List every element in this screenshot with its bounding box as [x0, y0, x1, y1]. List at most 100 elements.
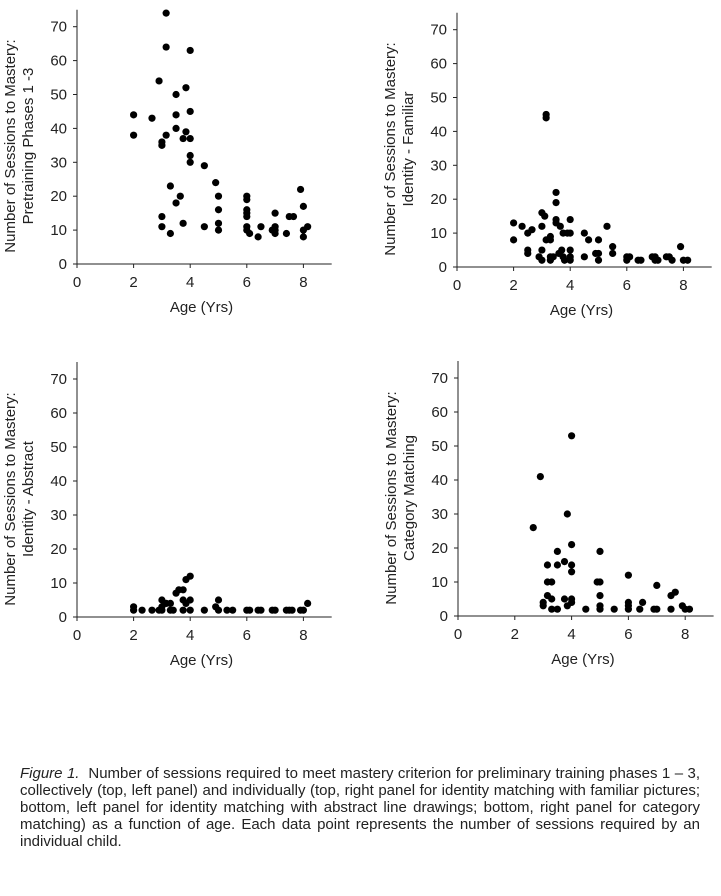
y-axis-title: Identity - Familiar [400, 91, 417, 206]
data-point [637, 256, 645, 264]
data-point [299, 606, 307, 614]
data-point [594, 256, 603, 264]
data-point [169, 606, 177, 614]
data-point [552, 198, 560, 207]
y-tick-label: 60 [50, 53, 67, 70]
data-point [162, 131, 170, 139]
data-point [214, 596, 223, 604]
data-point [610, 605, 618, 613]
data-point [299, 202, 307, 210]
data-point [538, 246, 546, 254]
x-tick-label: 6 [243, 627, 251, 644]
data-point [172, 124, 180, 132]
data-point [200, 606, 208, 614]
data-point [580, 253, 588, 261]
data-point [568, 568, 576, 576]
data-point [609, 249, 617, 258]
data-point [603, 222, 611, 230]
x-axis-title: Age (Yrs) [170, 652, 233, 669]
y-tick-label: 10 [430, 225, 447, 242]
x-tick-label: 2 [509, 277, 517, 294]
data-point [529, 524, 537, 532]
data-point [162, 9, 170, 17]
data-point [548, 595, 556, 603]
y-tick-label: 60 [430, 56, 447, 73]
y-tick-label: 10 [431, 574, 448, 591]
data-point [214, 606, 223, 614]
data-point [568, 541, 576, 549]
y-tick-label: 20 [430, 191, 447, 208]
data-point [243, 195, 251, 204]
x-axis-title: Age (Yrs) [551, 651, 614, 668]
data-point [172, 199, 180, 207]
data-point [243, 212, 251, 221]
data-point [563, 510, 571, 518]
data-point [596, 592, 604, 600]
data-point [304, 223, 312, 231]
caption-text: Number of sessions required to meet mast… [20, 765, 700, 850]
data-point [556, 222, 564, 230]
data-point [186, 46, 194, 55]
panel-top-left: 0 10 20 30 40 50 60 70 0 2 4 6 8 Age (Yrs) Number of S… [2, 9, 332, 316]
data-point [528, 226, 536, 234]
data-point [299, 233, 307, 241]
data-point [158, 223, 166, 231]
data-point [639, 598, 647, 607]
y-axis-title: Number of Sessions to Mastery: [2, 39, 19, 252]
y-tick-label: 40 [50, 120, 67, 137]
data-point [271, 209, 279, 217]
figure: 0 10 20 30 40 50 60 70 0 2 4 6 8 Age (Yrs) Number of S… [2, 9, 714, 669]
data-point [148, 606, 156, 614]
data-point [296, 185, 305, 194]
data-point [524, 249, 532, 258]
data-point [176, 192, 184, 200]
data-point [186, 572, 194, 580]
data-point [214, 226, 223, 234]
data-point [214, 206, 223, 214]
y-axis-title: Category Matching [401, 435, 418, 561]
y-axis-title: Identity - Abstract [20, 440, 37, 557]
data-point [548, 605, 556, 613]
data-point [624, 571, 633, 579]
data-point [509, 236, 518, 244]
x-tick-label: 2 [129, 274, 137, 291]
data-point [626, 253, 634, 261]
data-point [654, 256, 662, 264]
data-point [553, 605, 562, 613]
x-tick-label: 8 [299, 627, 307, 644]
data-point [558, 246, 566, 254]
data-point [246, 229, 254, 238]
x-tick-label: 4 [186, 627, 194, 644]
x-tick-label: 0 [73, 274, 81, 291]
data-point [271, 229, 279, 238]
y-tick-label: 40 [50, 473, 67, 490]
data-point [538, 222, 546, 230]
data-point [553, 561, 562, 569]
data-point [541, 212, 549, 220]
x-tick-label: 6 [623, 277, 631, 294]
y-tick-label: 50 [50, 87, 67, 104]
data-point [548, 578, 556, 586]
data-point [580, 229, 588, 237]
data-point [214, 219, 223, 227]
x-tick-label: 8 [679, 277, 687, 294]
data-point [158, 212, 166, 221]
data-point [549, 253, 557, 261]
x-tick-label: 2 [511, 626, 519, 643]
x-tick-label: 6 [243, 274, 251, 291]
data-point [636, 605, 644, 613]
data-point [186, 107, 194, 116]
data-point [179, 219, 187, 227]
data-point [182, 84, 190, 92]
data-point [138, 606, 146, 614]
y-axis-title: Number of Sessions to Mastery: [382, 42, 399, 255]
y-tick-label: 70 [50, 371, 67, 388]
x-tick-label: 4 [567, 626, 575, 643]
data-point [582, 605, 590, 613]
x-tick-label: 8 [681, 626, 689, 643]
x-axis-title: Age (Yrs) [550, 302, 613, 319]
y-tick-label: 30 [50, 507, 67, 524]
data-point [166, 599, 174, 608]
y-tick-label: 0 [59, 256, 67, 273]
y-tick-label: 70 [431, 370, 448, 387]
